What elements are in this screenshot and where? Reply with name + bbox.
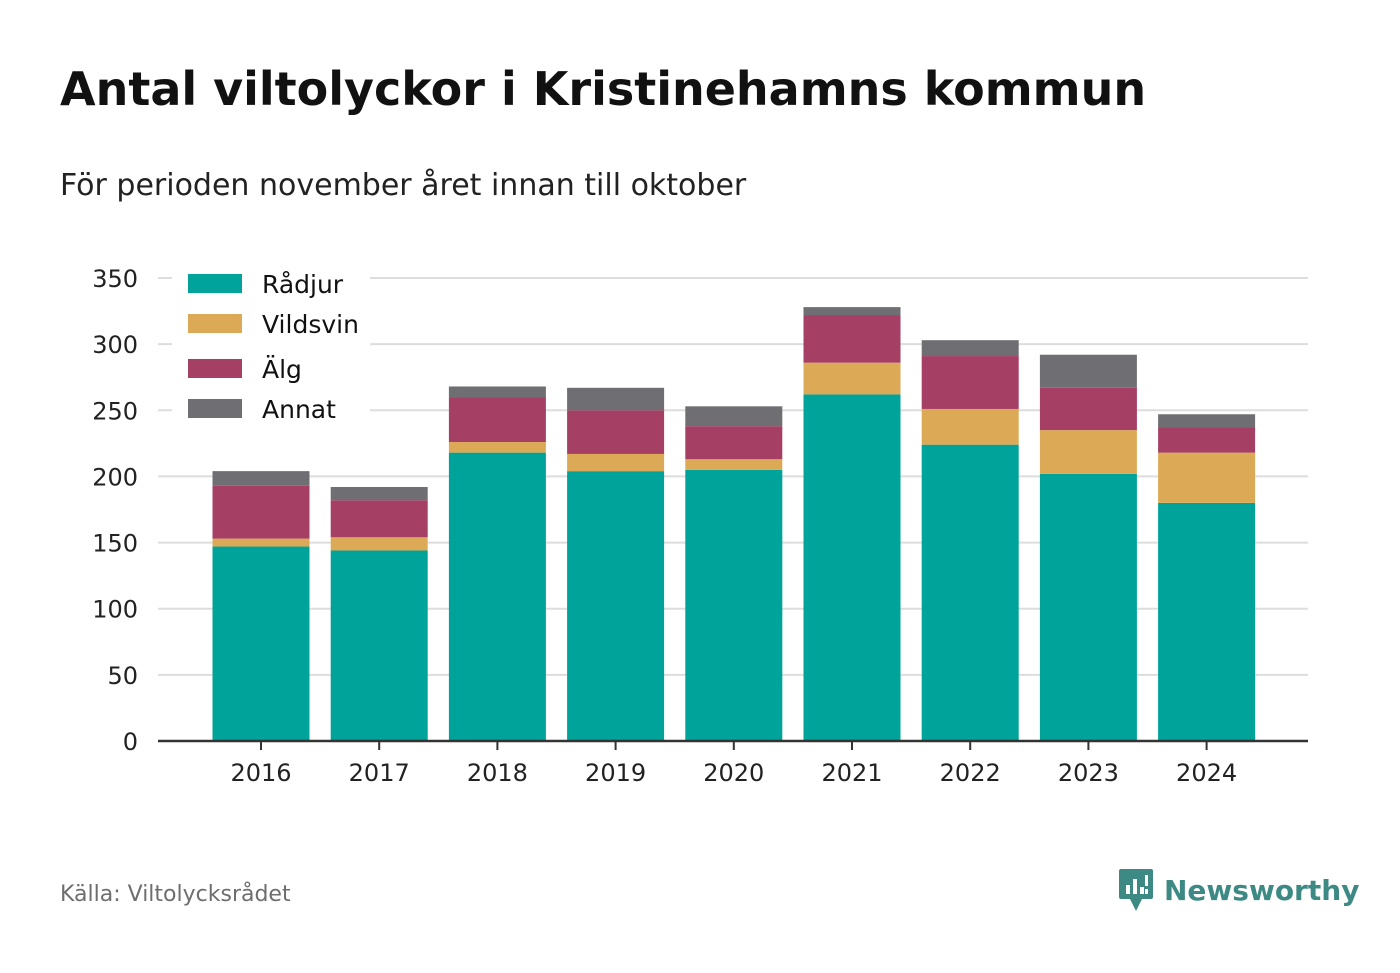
y-tick-label: 50 bbox=[107, 662, 138, 690]
bar-segment bbox=[212, 471, 310, 486]
bar-segment bbox=[1158, 427, 1256, 453]
bar-segment bbox=[685, 469, 783, 741]
x-tick-label: 2020 bbox=[703, 759, 764, 787]
legend: Rådjur Vildsvin Älg Annat bbox=[172, 262, 370, 438]
y-tick-label: 250 bbox=[92, 397, 138, 425]
y-tick-label: 150 bbox=[92, 530, 138, 558]
bar-segment bbox=[803, 362, 901, 395]
bar-segment bbox=[1039, 387, 1137, 431]
bar-segment bbox=[567, 471, 665, 741]
x-tick-label: 2019 bbox=[585, 759, 646, 787]
y-axis-ticks: 0 50 100 150 200 250 300 350 bbox=[92, 265, 138, 756]
legend-label: Vildsvin bbox=[262, 310, 359, 339]
bar-segment bbox=[921, 408, 1019, 445]
bar-segment bbox=[1039, 430, 1137, 474]
bar-segment bbox=[330, 487, 428, 501]
legend-swatch bbox=[188, 399, 242, 418]
bar-segment bbox=[1039, 354, 1137, 388]
bar-segment bbox=[567, 453, 665, 472]
newsworthy-logo-icon bbox=[1119, 869, 1153, 911]
x-tick-label: 2024 bbox=[1176, 759, 1237, 787]
legend-swatch bbox=[188, 314, 242, 333]
bar-segment bbox=[803, 307, 901, 316]
x-tick-label: 2018 bbox=[467, 759, 528, 787]
legend-label: Annat bbox=[262, 395, 336, 424]
x-tick-label: 2017 bbox=[349, 759, 410, 787]
bar-segment bbox=[330, 500, 428, 538]
bar-segment bbox=[685, 406, 783, 427]
legend-label: Älg bbox=[262, 355, 302, 384]
legend-swatch bbox=[188, 359, 242, 378]
bar-segment bbox=[921, 340, 1019, 357]
bar-segment bbox=[921, 356, 1019, 409]
chart-title: Antal viltolyckor i Kristinehamns kommun bbox=[60, 62, 1147, 116]
x-tick-label: 2023 bbox=[1058, 759, 1119, 787]
bar-segment bbox=[212, 538, 310, 547]
bar-segment bbox=[448, 452, 546, 741]
chart-subtitle: För perioden november året innan till ok… bbox=[60, 168, 747, 203]
bar-segment bbox=[567, 410, 665, 454]
source-note: Källa: Viltolycksrådet bbox=[60, 882, 291, 907]
bar-segment bbox=[448, 386, 546, 398]
bar-segment bbox=[685, 426, 783, 460]
bar-segment bbox=[567, 387, 665, 411]
bar-segment bbox=[448, 397, 546, 443]
x-tick-label: 2021 bbox=[821, 759, 882, 787]
y-tick-label: 200 bbox=[92, 463, 138, 491]
bar-segment bbox=[1039, 473, 1137, 741]
y-tick-label: 300 bbox=[92, 331, 138, 359]
x-tick-label: 2016 bbox=[230, 759, 291, 787]
bar-segment bbox=[212, 485, 310, 539]
x-axis: 2016 2017 2018 2019 2020 2021 2022 2023 2024 bbox=[158, 739, 1308, 787]
bar-segment bbox=[921, 444, 1019, 741]
bar-segment bbox=[1158, 414, 1256, 428]
brand-logo: Newsworthy bbox=[1118, 866, 1359, 914]
bar-segment bbox=[330, 550, 428, 741]
bars bbox=[212, 307, 1256, 741]
legend-label: Rådjur bbox=[262, 270, 344, 299]
y-tick-label: 100 bbox=[92, 596, 138, 624]
bar-segment bbox=[1158, 452, 1256, 503]
bar-segment bbox=[212, 546, 310, 741]
y-tick-label: 350 bbox=[92, 265, 138, 293]
brand-name: Newsworthy bbox=[1164, 873, 1360, 907]
legend-swatch bbox=[188, 274, 242, 293]
x-tick-label: 2022 bbox=[940, 759, 1001, 787]
bar-segment bbox=[803, 394, 901, 741]
bar-segment bbox=[330, 537, 428, 551]
bar-segment bbox=[1158, 502, 1256, 741]
bar-segment bbox=[685, 459, 783, 470]
bar-segment bbox=[448, 442, 546, 453]
bar-segment bbox=[803, 315, 901, 363]
y-tick-label: 0 bbox=[123, 728, 138, 756]
